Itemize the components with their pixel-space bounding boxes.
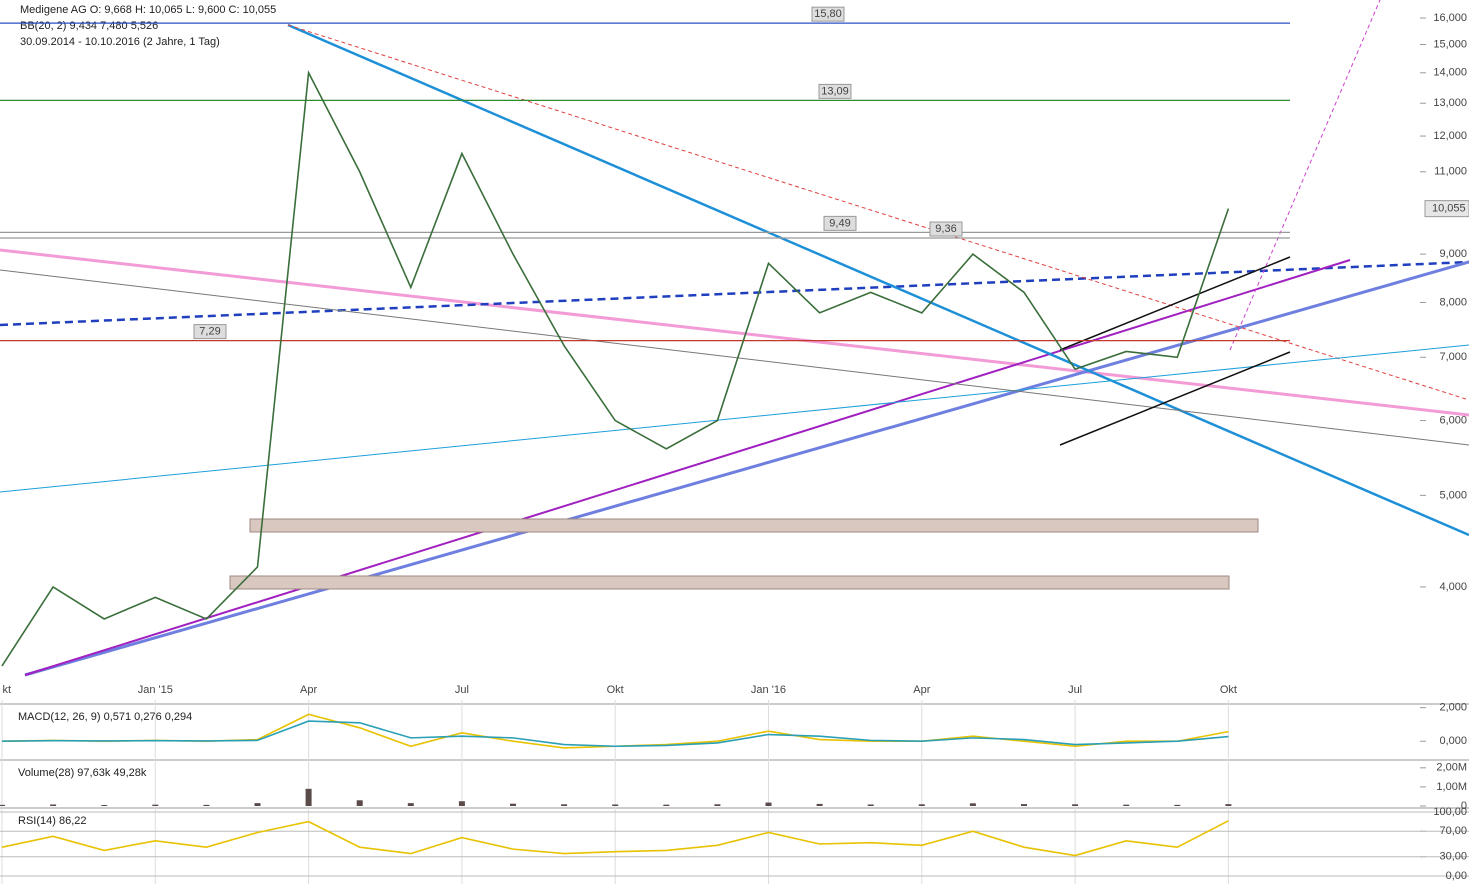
- y-tick-label: 0,00: [1446, 870, 1467, 882]
- bar: [1174, 804, 1181, 806]
- trendline: [287, 23, 1469, 537]
- level-label-bg: [929, 221, 963, 237]
- bar: [1021, 804, 1027, 806]
- y-tick-label: 9,000: [1439, 248, 1467, 260]
- bar: [203, 804, 210, 806]
- x-tick-label: Jul: [455, 684, 469, 696]
- y-tick-label: 100,00: [1433, 806, 1467, 818]
- bar: [305, 788, 312, 806]
- panel-title: MACD(12, 26, 9) 0,571 0,276 0,294: [18, 711, 192, 723]
- price-tag: [1424, 200, 1469, 218]
- y-tick-label: 16,000: [1433, 12, 1467, 24]
- trendline: [24, 259, 1351, 676]
- trendline: [287, 24, 1469, 401]
- x-tick-label: Jan '16: [751, 684, 786, 696]
- bar: [1123, 804, 1130, 806]
- bar: [561, 804, 568, 806]
- bar: [1225, 804, 1232, 806]
- level-label: 9,36: [935, 223, 956, 235]
- trendlines: [0, 0, 1469, 677]
- x-tick-label: Okt: [1220, 684, 1237, 696]
- bar: [510, 803, 516, 806]
- channel: [1059, 256, 1291, 351]
- y-tick-label: 2,000: [1439, 702, 1467, 714]
- series-line: [1, 820, 1229, 857]
- y-tick-label: 1,00M: [1436, 781, 1467, 793]
- y-tick-label: 14,000: [1433, 67, 1467, 79]
- x-tick-label: Apr: [913, 684, 930, 696]
- bar: [0, 804, 5, 806]
- x-tick-label: Jan '15: [138, 684, 173, 696]
- y-tick-label: 5,000: [1439, 489, 1467, 501]
- level-label: 7,29: [199, 326, 220, 338]
- zone: [249, 518, 1259, 533]
- y-tick-label: 70,00: [1439, 825, 1467, 837]
- bar: [867, 804, 874, 806]
- bar: [918, 804, 925, 806]
- bar: [458, 801, 465, 806]
- series-line: [1, 70, 1230, 667]
- bar: [254, 803, 261, 806]
- level-label: 15,80: [814, 8, 842, 20]
- bar: [816, 803, 823, 806]
- bar: [612, 804, 619, 806]
- y-tick-label: 30,00: [1439, 851, 1467, 863]
- y-tick-label: 0,000: [1439, 735, 1467, 747]
- x-tick-label: kt: [2, 684, 11, 696]
- price-tag-label: 10,055: [1432, 203, 1466, 215]
- level-label: 9,49: [829, 217, 850, 229]
- y-tick-label: 0: [1461, 800, 1467, 812]
- x-tick-label: Okt: [607, 684, 624, 696]
- bar: [356, 800, 363, 806]
- y-tick-label: 7,000: [1439, 351, 1467, 363]
- y-tick-label: 13,000: [1433, 97, 1467, 109]
- panel-title: RSI(14) 86,22: [18, 815, 86, 827]
- level-label-bg: [811, 6, 845, 22]
- level-label-bg: [823, 215, 857, 231]
- bar: [663, 804, 670, 806]
- bar: [152, 804, 159, 806]
- projection: [1229, 0, 1381, 351]
- level-label-bg: [193, 324, 227, 340]
- bar: [969, 803, 976, 806]
- y-tick-label: 6,000: [1439, 414, 1467, 426]
- y-tick-label: 8,000: [1439, 296, 1467, 308]
- panel-title: Volume(28) 97,63k 49,28k: [18, 767, 147, 779]
- y-tick-label: 12,000: [1433, 130, 1467, 142]
- y-tick-label: 11,000: [1434, 166, 1467, 178]
- bar: [765, 802, 772, 806]
- bar: [714, 804, 721, 806]
- level-label: 13,09: [821, 85, 849, 97]
- bar: [50, 804, 57, 806]
- zone: [229, 575, 1230, 590]
- header-line: 30.09.2014 - 10.10.2016 (2 Jahre, 1 Tag): [20, 36, 220, 48]
- y-tick-label: 2,00M: [1436, 762, 1467, 774]
- y-tick-label: 4,000: [1439, 581, 1467, 593]
- y-tick-label: 15,000: [1433, 38, 1467, 50]
- channel: [1059, 351, 1291, 446]
- header-line: BB(20, 2) 9,434 7,480 5,526: [20, 20, 158, 32]
- trendline: [0, 269, 1469, 446]
- trendline: [24, 260, 1469, 677]
- bar: [407, 803, 414, 806]
- trendline: [0, 260, 1469, 327]
- trendline: [0, 344, 1469, 493]
- bar: [101, 805, 108, 806]
- series-line: [1, 720, 1229, 748]
- bar: [1072, 804, 1079, 806]
- x-tick-label: Jul: [1068, 684, 1082, 696]
- level-label-bg: [818, 83, 852, 99]
- trendline: [0, 248, 1469, 417]
- x-tick-label: Apr: [300, 684, 317, 696]
- header-line: Medigene AG O: 9,668 H: 10,065 L: 9,600 …: [20, 4, 276, 16]
